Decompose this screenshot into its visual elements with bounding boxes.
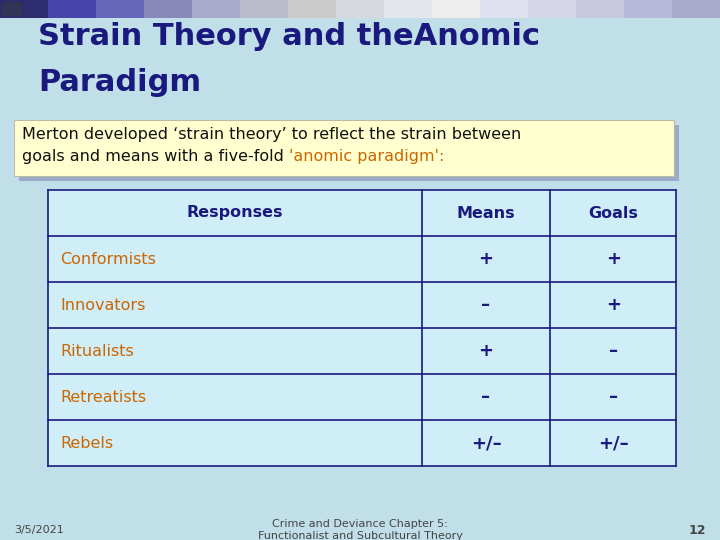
Bar bbox=[240, 0, 289, 18]
Text: –: – bbox=[608, 342, 618, 360]
Bar bbox=[384, 0, 433, 18]
Bar bbox=[0, 0, 49, 18]
Text: Strain Theory and the​Anomic: Strain Theory and the​Anomic bbox=[38, 22, 540, 51]
Bar bbox=[14, 120, 674, 176]
Bar bbox=[2, 2, 22, 16]
Text: Responses: Responses bbox=[186, 206, 283, 220]
Bar bbox=[336, 0, 385, 18]
Text: +: + bbox=[479, 342, 493, 360]
Text: +/–: +/– bbox=[471, 434, 501, 452]
Bar bbox=[288, 0, 337, 18]
Text: Goals: Goals bbox=[588, 206, 638, 220]
Text: Paradigm: Paradigm bbox=[38, 68, 201, 97]
Text: Retreatists: Retreatists bbox=[60, 389, 146, 404]
Text: Crime and Deviance Chapter 5:
Functionalist and Subcultural Theory: Crime and Deviance Chapter 5: Functional… bbox=[258, 519, 462, 540]
Bar bbox=[19, 125, 679, 181]
Text: Conformists: Conformists bbox=[60, 252, 156, 267]
Text: +/–: +/– bbox=[598, 434, 629, 452]
Bar bbox=[576, 0, 625, 18]
Text: –: – bbox=[482, 388, 490, 406]
Bar bbox=[48, 0, 97, 18]
Text: 12: 12 bbox=[688, 523, 706, 537]
Text: +: + bbox=[606, 250, 621, 268]
Bar bbox=[528, 0, 577, 18]
Text: Ritualists: Ritualists bbox=[60, 343, 134, 359]
Text: –: – bbox=[608, 388, 618, 406]
Text: +: + bbox=[606, 296, 621, 314]
Text: 3/5/2021: 3/5/2021 bbox=[14, 525, 64, 535]
Bar bbox=[48, 190, 676, 466]
Bar bbox=[144, 0, 193, 18]
Text: Means: Means bbox=[456, 206, 516, 220]
Text: Innovators: Innovators bbox=[60, 298, 145, 313]
Bar bbox=[432, 0, 481, 18]
Bar bbox=[96, 0, 145, 18]
Bar bbox=[480, 0, 529, 18]
Bar bbox=[672, 0, 720, 18]
Text: +: + bbox=[479, 250, 493, 268]
Text: Rebels: Rebels bbox=[60, 435, 113, 450]
Text: –: – bbox=[482, 296, 490, 314]
Bar bbox=[624, 0, 673, 18]
Text: 'anomic paradigm':: 'anomic paradigm': bbox=[289, 149, 444, 164]
Text: goals and means with a five-fold: goals and means with a five-fold bbox=[22, 149, 289, 164]
Bar bbox=[192, 0, 241, 18]
Text: Merton developed ‘strain theory’ to reflect the strain between: Merton developed ‘strain theory’ to refl… bbox=[22, 127, 521, 142]
